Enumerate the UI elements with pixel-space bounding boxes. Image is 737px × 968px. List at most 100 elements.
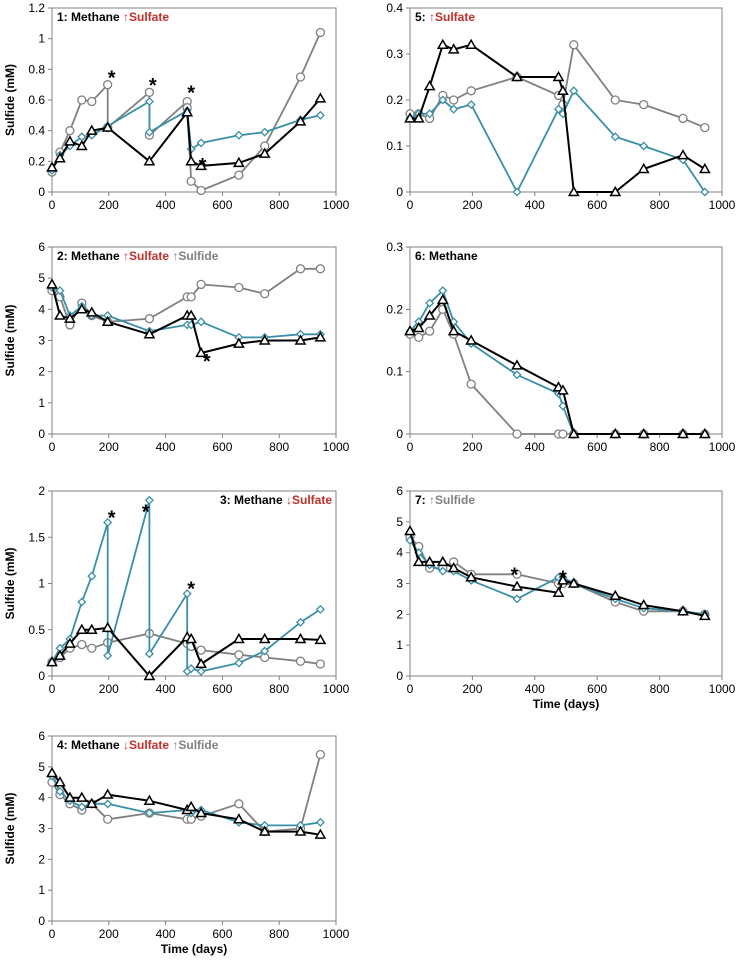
x-tick-label: 0 xyxy=(49,198,56,212)
x-tick-label: 400 xyxy=(156,682,176,696)
data-point xyxy=(639,141,649,151)
data-point xyxy=(465,334,478,345)
data-point xyxy=(609,427,622,439)
data-point xyxy=(295,264,306,274)
data-point xyxy=(143,794,156,805)
data-point xyxy=(65,126,75,136)
data-point xyxy=(447,43,460,54)
y-tick-label: 2 xyxy=(38,484,45,498)
series-black-triangle xyxy=(46,92,327,172)
x-tick-label: 200 xyxy=(99,927,119,941)
data-point xyxy=(436,293,449,305)
x-tick-label: 600 xyxy=(587,198,607,212)
data-point xyxy=(423,555,436,567)
x-tick-label: 200 xyxy=(99,440,119,454)
y-axis-label: Sulfide (mM) xyxy=(3,793,17,865)
data-point xyxy=(232,337,245,348)
x-tick-label: 1000 xyxy=(323,440,350,454)
data-point xyxy=(185,632,198,644)
series-line xyxy=(410,43,706,129)
data-point xyxy=(294,825,307,836)
chart-panel-p1: 0 0.2 0.4 0.6 0.8 1 1.2 0 200 400 600 800 1000 Sulfid… xyxy=(3,1,350,212)
data-point xyxy=(425,298,435,308)
series-teal-diamond xyxy=(405,535,710,619)
data-point xyxy=(46,161,58,172)
data-point xyxy=(512,594,522,604)
data-point xyxy=(295,617,306,627)
y-tick-label: 0.4 xyxy=(386,1,403,15)
x-tick-label: 200 xyxy=(462,682,482,696)
x-tick-label: 600 xyxy=(212,440,232,454)
data-point xyxy=(512,569,522,579)
data-point xyxy=(404,524,416,536)
series-black-triangle xyxy=(46,766,327,839)
panel-title-part: ↑Sulfate xyxy=(123,249,172,263)
data-point xyxy=(315,27,326,38)
data-point xyxy=(698,427,711,439)
data-point xyxy=(315,110,325,120)
data-point xyxy=(698,162,711,174)
data-point xyxy=(77,597,87,607)
data-point xyxy=(567,427,580,439)
data-point xyxy=(55,286,65,296)
y-tick-label: 0.2 xyxy=(28,154,45,168)
data-point xyxy=(511,359,523,370)
data-point xyxy=(610,95,620,105)
y-tick-label: 2 xyxy=(38,852,45,866)
data-point xyxy=(556,84,569,95)
y-tick-label: 0.2 xyxy=(386,93,403,107)
y-tick-label: 6 xyxy=(38,729,45,743)
significance-star: * xyxy=(142,502,150,524)
data-point xyxy=(412,321,425,333)
data-point xyxy=(185,309,198,320)
data-point xyxy=(186,292,196,302)
data-point xyxy=(46,766,58,778)
data-point xyxy=(569,40,579,50)
significance-star: * xyxy=(559,568,567,590)
data-point xyxy=(85,306,98,317)
y-tick-label: 0 xyxy=(38,914,45,928)
data-point xyxy=(196,645,206,655)
data-point xyxy=(260,646,270,656)
x-tick-label: 800 xyxy=(269,927,289,941)
y-tick-label: 0.4 xyxy=(28,124,45,138)
data-point xyxy=(77,639,87,650)
data-point xyxy=(144,127,154,137)
x-tick-label: 400 xyxy=(156,198,176,212)
data-point xyxy=(77,95,87,105)
data-point xyxy=(637,427,650,439)
y-axis-label: Sulfide (mM) xyxy=(3,548,17,620)
chart-panel-p4: 0 1 2 3 4 5 6 0 200 400 600 800 1000 Sulfide (mM) Time… xyxy=(3,729,350,956)
data-point xyxy=(609,185,622,197)
x-tick-label: 800 xyxy=(269,440,289,454)
data-point xyxy=(101,121,114,132)
data-point xyxy=(234,130,244,140)
data-point xyxy=(465,571,478,582)
data-point xyxy=(196,185,206,196)
data-point xyxy=(558,401,568,411)
data-point xyxy=(569,86,579,96)
data-point xyxy=(314,92,327,103)
data-point xyxy=(258,334,271,345)
data-point xyxy=(186,176,196,186)
x-tick-label: 1000 xyxy=(323,198,350,212)
data-point xyxy=(466,86,476,96)
significance-star: * xyxy=(187,83,195,105)
data-point xyxy=(260,127,270,137)
data-point xyxy=(75,623,88,634)
data-point xyxy=(447,561,460,573)
x-tick-label: 1000 xyxy=(323,927,350,941)
data-point xyxy=(677,605,689,616)
data-point xyxy=(512,187,522,197)
data-point xyxy=(449,104,459,114)
data-point xyxy=(466,100,476,110)
data-point xyxy=(700,187,710,197)
data-point xyxy=(55,786,65,797)
significance-star: * xyxy=(149,75,157,97)
series-black-triangle xyxy=(404,524,711,621)
data-point xyxy=(54,152,66,163)
y-tick-label: 5 xyxy=(396,515,403,529)
x-tick-label: 0 xyxy=(49,682,56,696)
data-point xyxy=(609,589,622,601)
data-point xyxy=(465,38,478,49)
